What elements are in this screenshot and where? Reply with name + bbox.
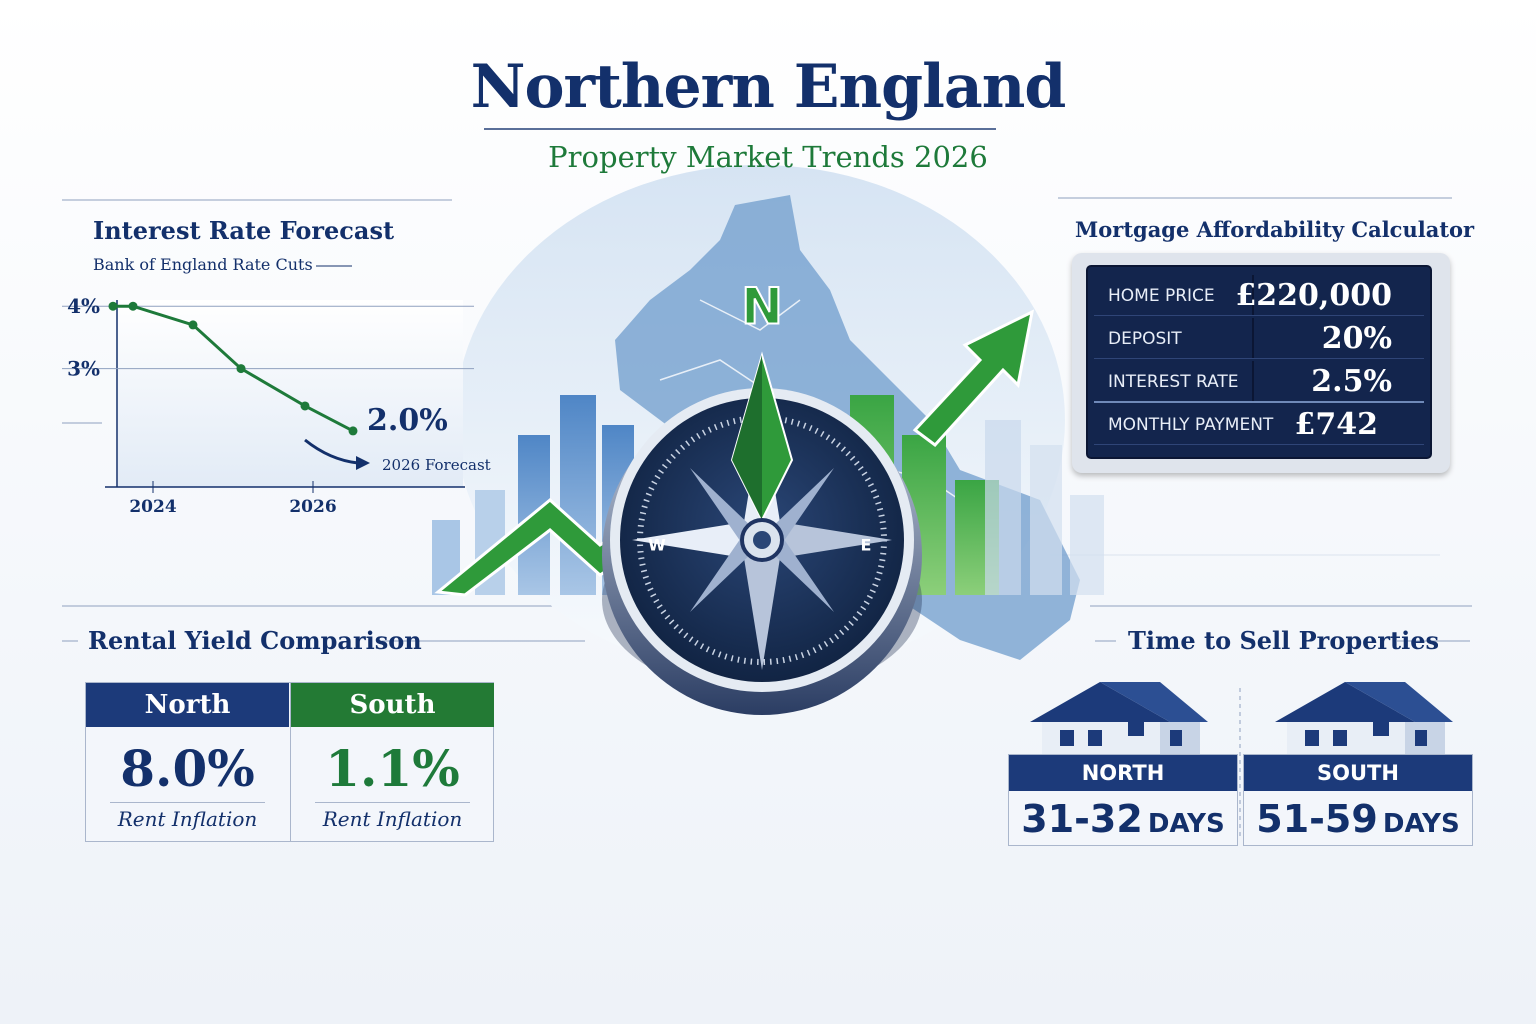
x-tick-label: 2024 <box>129 497 176 517</box>
rate-point <box>108 301 118 311</box>
mortgage-value: £742 <box>1294 407 1379 442</box>
rental-column: South 1.1% Rent Inflation <box>290 683 494 841</box>
mortgage-label: MONTHLY PAYMENT <box>1108 415 1274 435</box>
row-divider <box>1252 318 1254 358</box>
sell-days: 51-59 <box>1256 797 1378 841</box>
mortgage-title: Mortgage Affordability Calculator <box>1075 217 1475 242</box>
y-tick-label: 3% <box>67 357 100 381</box>
mortgage-label: INTEREST RATE <box>1108 372 1239 392</box>
sell-region: NORTH <box>1009 755 1237 791</box>
rental-region: South <box>291 683 494 727</box>
mortgage-calculator: HOME PRICE £220,000 DEPOSIT 20% INTEREST RAT… <box>1072 253 1450 473</box>
rate-point <box>300 401 310 411</box>
mortgage-label: HOME PRICE <box>1108 286 1215 306</box>
title-rule <box>484 128 996 130</box>
mortgage-row: MONTHLY PAYMENT £742 <box>1094 404 1424 445</box>
rate-point <box>236 364 246 374</box>
mortgage-screen: HOME PRICE £220,000 DEPOSIT 20% INTEREST RAT… <box>1086 265 1432 459</box>
rental-column: North 8.0% Rent Inflation <box>86 683 289 841</box>
sell-value-row: 31-32 DAYS <box>1009 797 1237 841</box>
forecast-arrow-head <box>356 456 370 470</box>
rental-title: Rental Yield Comparison <box>88 626 422 655</box>
interest-chart: 4% 3% 2024 2026 2.0% 2026 Forecast <box>62 294 491 517</box>
section-rules <box>62 197 1472 840</box>
mortgage-value: 2.5% <box>1311 364 1392 399</box>
end-label: 2.0% <box>367 403 448 438</box>
sell-days: 31-32 <box>1021 797 1143 841</box>
sell-title: Time to Sell Properties <box>1128 626 1440 655</box>
rental-divider <box>110 802 265 803</box>
mortgage-row: INTEREST RATE 2.5% <box>1094 361 1424 403</box>
annotation: 2026 Forecast <box>382 456 491 474</box>
y-tick-label: 4% <box>67 294 100 318</box>
rental-caption: Rent Inflation <box>117 807 258 831</box>
sell-value-row: 51-59 DAYS <box>1244 797 1472 841</box>
compass-west: W <box>648 536 666 555</box>
chart-title: Interest Rate Forecast <box>93 216 395 245</box>
sell-card: SOUTH 51-59 DAYS <box>1243 754 1473 846</box>
rental-value: 8.0% <box>120 739 255 798</box>
houses <box>1030 682 1453 756</box>
rate-point <box>188 320 198 330</box>
rental-caption: Rent Inflation <box>322 807 463 831</box>
compass-east: E <box>861 536 872 555</box>
plot-area <box>118 300 463 487</box>
mortgage-label: DEPOSIT <box>1108 329 1182 349</box>
row-divider <box>1252 275 1254 315</box>
x-tick-label: 2026 <box>289 497 336 517</box>
page-subtitle: Property Market Trends 2026 <box>548 140 988 174</box>
forecast-arrow <box>304 438 359 465</box>
mortgage-row: DEPOSIT 20% <box>1094 318 1424 359</box>
row-divider <box>1252 361 1254 401</box>
sell-card: NORTH 31-32 DAYS <box>1008 754 1238 846</box>
decor-bars <box>432 309 1104 597</box>
rate-point <box>128 301 138 311</box>
compass: N W E <box>602 277 922 715</box>
chart-subtitle: Bank of England Rate Cuts <box>93 255 313 274</box>
sell-region: SOUTH <box>1244 755 1472 791</box>
sell-unit: DAYS <box>1147 809 1225 839</box>
compass-north: N <box>741 278 783 336</box>
rental-region: North <box>86 683 289 727</box>
mortgage-row: HOME PRICE £220,000 <box>1094 275 1424 316</box>
mortgage-value: £220,000 <box>1235 278 1392 313</box>
rental-value: 1.1% <box>325 739 460 798</box>
page-title: Northern England <box>470 52 1067 122</box>
mortgage-value: 20% <box>1321 321 1392 356</box>
sell-unit: DAYS <box>1382 809 1460 839</box>
rental-divider <box>315 802 470 803</box>
rate-point <box>348 426 358 436</box>
rental-table: North 8.0% Rent Inflation South 1.1% Rent Inf… <box>85 682 494 842</box>
